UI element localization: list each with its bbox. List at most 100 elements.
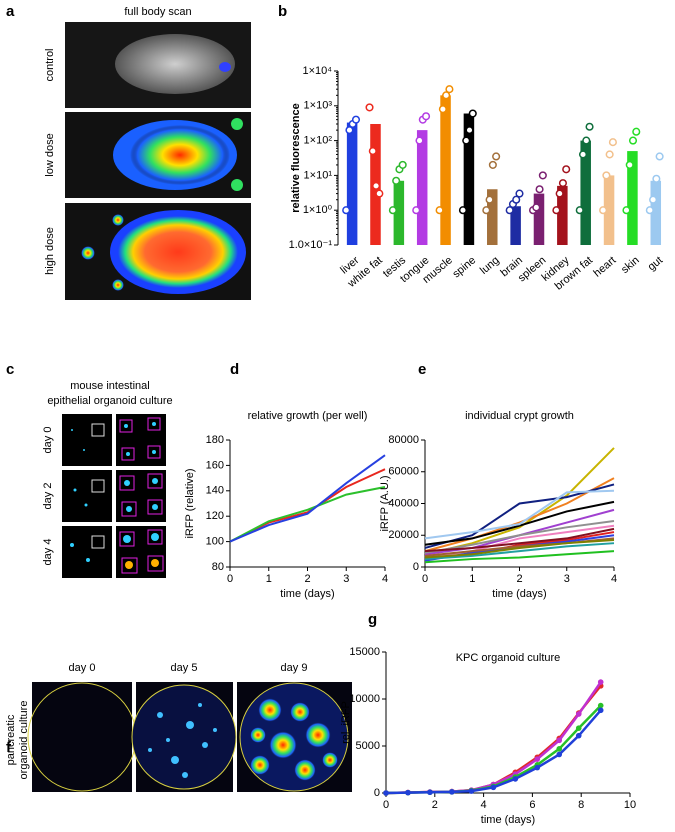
marker xyxy=(512,776,519,782)
data-point xyxy=(552,206,561,215)
series-line xyxy=(424,542,615,561)
data-point xyxy=(415,136,424,145)
data-point xyxy=(462,136,471,145)
marker xyxy=(490,784,497,791)
x-tick-label: 0 xyxy=(383,799,389,811)
x-tick-label: 4 xyxy=(382,573,388,585)
data-point xyxy=(388,206,397,215)
series-line xyxy=(424,483,615,549)
image-title: mouse intestinal xyxy=(70,380,150,392)
x-axis-label: time (days) xyxy=(481,814,535,826)
row-label: high dose xyxy=(44,227,56,275)
data-point xyxy=(655,152,664,161)
data-point xyxy=(628,136,638,145)
data-point xyxy=(578,150,588,159)
panel-label: e xyxy=(418,361,426,378)
series-line xyxy=(229,454,386,543)
data-point xyxy=(435,206,444,215)
y-tick-label: 100 xyxy=(206,536,224,548)
x-tick-label: gut xyxy=(646,254,665,273)
data-point xyxy=(485,195,494,204)
y-tick-label: 80000 xyxy=(388,434,419,446)
data-point xyxy=(368,147,377,156)
organoid-images xyxy=(62,414,166,578)
x-tick-label: 10 xyxy=(624,799,636,811)
data-point xyxy=(538,171,547,180)
x-tick-label: lung xyxy=(478,254,502,277)
data-point xyxy=(652,174,661,183)
series-line xyxy=(424,550,615,564)
bar xyxy=(463,113,475,245)
data-point xyxy=(535,185,544,194)
data-point xyxy=(555,189,564,198)
y-tick-label: 1×10⁴ xyxy=(302,65,332,77)
y-tick-label: 1×10³ xyxy=(304,100,333,112)
data-point xyxy=(505,206,514,215)
y-tick-label: 0 xyxy=(413,561,419,573)
data-point xyxy=(649,195,658,204)
marker xyxy=(468,788,475,794)
data-point xyxy=(458,206,468,215)
data-point xyxy=(575,206,584,215)
data-point xyxy=(582,136,591,145)
x-tick-label: 0 xyxy=(227,573,233,585)
y-axis-label: relative fluorescence xyxy=(290,103,302,212)
data-point xyxy=(465,126,474,135)
data-point xyxy=(512,195,521,204)
series-line xyxy=(385,709,602,795)
y-tick-label: 0 xyxy=(374,787,380,799)
bar xyxy=(346,122,358,245)
data-point xyxy=(342,206,351,215)
marker xyxy=(575,732,582,739)
data-point xyxy=(482,206,491,215)
marker xyxy=(597,702,604,709)
panel-label: d xyxy=(230,361,239,378)
series-line xyxy=(424,500,615,546)
x-tick-label: spine xyxy=(450,254,478,280)
x-tick-label: 2 xyxy=(304,573,310,585)
marker xyxy=(534,756,541,762)
y-tick-label: 40000 xyxy=(388,497,419,509)
marker xyxy=(575,711,582,717)
data-point xyxy=(351,115,361,124)
data-point xyxy=(398,160,407,169)
bar xyxy=(580,140,591,245)
y-tick-label: 5000 xyxy=(356,740,380,752)
data-point xyxy=(602,171,611,180)
y-tick-label: 1×10² xyxy=(304,135,333,147)
x-tick-label: 0 xyxy=(422,573,428,585)
data-point xyxy=(438,105,447,114)
data-point xyxy=(392,176,401,185)
marker xyxy=(597,679,604,685)
data-point xyxy=(585,122,594,131)
data-point xyxy=(558,179,567,188)
image-title: full body scan xyxy=(124,6,191,18)
series-line xyxy=(385,704,602,795)
marker xyxy=(556,737,563,744)
column-label: day 5 xyxy=(171,662,198,674)
chart-title: individual crypt growth xyxy=(465,410,574,422)
x-tick-label: 8 xyxy=(578,799,584,811)
data-point xyxy=(442,91,451,100)
data-point xyxy=(562,165,571,174)
side-label: organoid culture xyxy=(18,701,30,780)
data-point xyxy=(645,206,654,215)
data-point xyxy=(488,160,497,169)
bar xyxy=(440,95,451,245)
x-tick-label: 6 xyxy=(529,799,535,811)
side-label: pancreatic xyxy=(5,714,17,765)
data-point xyxy=(608,138,617,147)
column-label: day 0 xyxy=(69,662,96,674)
x-tick-label: 2 xyxy=(432,799,438,811)
x-tick-label: 3 xyxy=(343,573,349,585)
x-tick-label: skin xyxy=(619,254,642,276)
marker xyxy=(597,707,604,714)
data-point xyxy=(622,206,631,215)
marker xyxy=(383,790,389,796)
data-point xyxy=(599,206,608,215)
marker xyxy=(449,789,455,795)
series-line xyxy=(424,527,615,553)
y-tick-label: 160 xyxy=(206,459,224,471)
marker xyxy=(427,789,433,796)
scan-control xyxy=(65,22,251,108)
